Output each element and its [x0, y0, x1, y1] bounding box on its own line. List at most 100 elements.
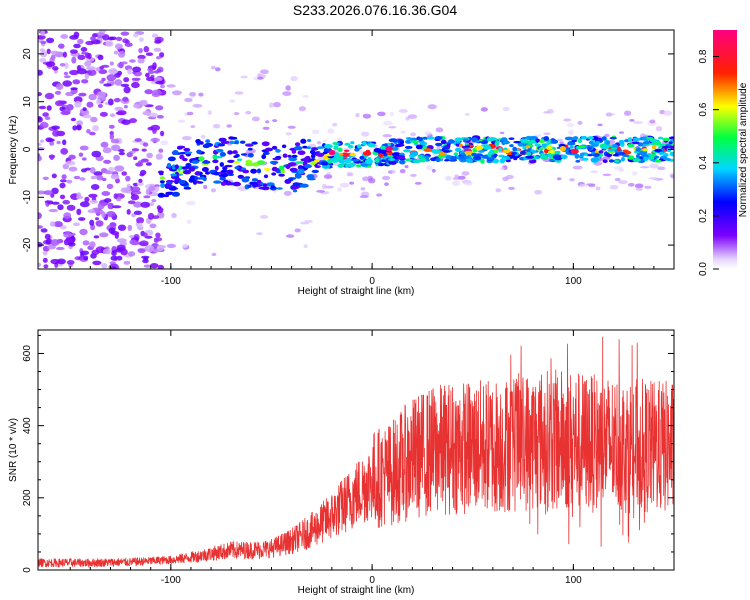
spectrogram-ridge-blob [287, 162, 297, 167]
spectrogram-noise-blob [48, 208, 58, 213]
spectrogram-ridge-blob [355, 164, 362, 168]
spectrogram-noise-blob [384, 182, 389, 187]
spectrogram-ridge-blob [289, 167, 298, 172]
spectrogram-ridge-blob [525, 151, 532, 156]
spectrogram-noise-blob [568, 129, 574, 135]
snr-xtick-label: 100 [565, 575, 582, 586]
spectrogram-noise-blob [398, 109, 408, 113]
spectrogram-noise-blob [44, 200, 54, 204]
spectrogram-noise-blob [62, 80, 72, 87]
spectrogram-noise-blob [323, 174, 333, 180]
spectrogram-noise-blob [77, 38, 84, 45]
spectrogram-noise-blob [115, 111, 124, 116]
spectrogram-noise-blob [117, 148, 125, 153]
spectrogram-noise-blob [51, 125, 60, 130]
spectrogram-noise-blob [54, 90, 62, 95]
snr-xtick-label: -100 [161, 575, 181, 586]
spectrogram-noise-blob [157, 264, 164, 269]
spectrogram-ridge-blob [455, 147, 462, 152]
spectrogram-ridge-blob [622, 149, 629, 152]
spectrogram-noise-blob [464, 112, 470, 116]
spectrogram-noise-blob [229, 99, 236, 103]
spectrogram-ridge-blob [535, 138, 540, 143]
spectrogram-noise-blob [614, 177, 621, 182]
spectrogram-noise-blob [131, 148, 140, 152]
spectrogram-noise-blob [138, 222, 143, 229]
spectrogram-noise-blob [40, 40, 47, 45]
spectrogram-noise-blob [100, 141, 109, 148]
spectrogram-noise-blob [38, 105, 47, 110]
spectrogram-noise-blob [86, 69, 97, 76]
spectrogram-ridge-blob [299, 183, 309, 188]
spectrogram-ridge-blob [241, 177, 250, 183]
spectrogram-ridge-blob [354, 147, 360, 152]
spectrogram-noise-blob [81, 168, 87, 173]
spectrogram-ridge-blob [419, 157, 427, 163]
spectrogram-noise-blob [572, 165, 583, 170]
spectrogram-noise-blob [89, 200, 99, 204]
spectrogram-noise-blob [150, 137, 160, 143]
spectrogram-noise-blob [141, 148, 147, 152]
spectrogram-ridge-blob [397, 139, 404, 142]
spectrogram-noise-blob [155, 80, 165, 85]
spectrogram-noise-blob [368, 178, 376, 184]
spectrogram-ridge-blob [164, 183, 172, 188]
spectrogram-ridge-blob [378, 153, 384, 158]
spectrogram-noise-blob [79, 201, 90, 208]
spectrogram-noise-blob [160, 130, 165, 137]
spectrogram-noise-blob [114, 43, 123, 50]
spectrogram-noise-blob [89, 241, 96, 248]
spectrogram-ytick-label: -10 [22, 190, 33, 205]
spectrogram-noise-blob [42, 257, 48, 263]
spectrogram-ridge-blob [500, 137, 508, 142]
spectrogram-ridge-blob [538, 147, 543, 151]
spectrogram-ridge-blob [228, 136, 238, 140]
spectrogram-ridge-blob [494, 141, 500, 146]
spectrogram-noise-blob [103, 159, 112, 164]
spectrogram-ridge-blob [179, 151, 186, 155]
spectrogram-noise-blob [407, 114, 418, 119]
spectrogram-ridge-blob [215, 156, 223, 159]
spectrogram-ridge-blob [328, 150, 336, 156]
spectrogram-noise-blob [81, 79, 89, 84]
spectrogram-noise-blob [76, 192, 82, 198]
spectrogram-ridge-blob [315, 152, 325, 157]
spectrogram-noise-blob [120, 83, 130, 87]
snr-axes: -100 0 100 0 200 400 600 [22, 330, 675, 586]
spectrogram-ridge-blob [643, 156, 649, 162]
spectrogram-noise-blob [66, 260, 75, 265]
spectrogram-noise-blob [99, 200, 106, 204]
spectrogram-ridge-blob [348, 144, 354, 149]
spectrogram-ridge-blob [201, 167, 209, 172]
spectrogram-noise-blob [69, 49, 78, 54]
spectrogram-ridge-blob [435, 142, 443, 147]
spectrogram-noise-blob [76, 120, 83, 126]
spectrogram-noise-blob [414, 182, 422, 185]
spectrogram-noise-blob [604, 133, 610, 138]
spectrogram-noise-blob [346, 172, 354, 177]
spectrogram-ridge-blob [332, 142, 338, 145]
spectrogram-noise-blob [113, 193, 119, 200]
spectrogram-noise-blob [597, 123, 603, 127]
spectrogram-noise-blob [40, 139, 44, 143]
spectrogram-ridge-blob [314, 159, 320, 163]
spectrogram-ridge-blob [215, 148, 224, 153]
spectrogram-ridge-blob [226, 169, 234, 175]
spectrogram-ridge-blob [220, 169, 229, 173]
spectrogram-ridge-blob [205, 139, 211, 144]
spectrogram-ridge-blob [183, 170, 191, 175]
spectrogram-ridge-blob [213, 180, 222, 184]
spectrogram-ridge-blob [218, 174, 227, 177]
spectrogram-noise-blob [39, 58, 47, 63]
spectrogram-ridge-blob [471, 152, 477, 157]
spectrogram-ridge-blob [632, 158, 641, 163]
spectrogram-ridge-blob [281, 144, 287, 149]
spectrogram-ridge-blob [659, 143, 666, 147]
spectrogram-ridge-blob [200, 176, 206, 180]
spectrogram-noise-blob [588, 184, 596, 188]
spectrogram-noise-blob [57, 204, 64, 211]
spectrogram-ridge-blob [527, 140, 533, 145]
spectrogram-ridge-blob [278, 165, 285, 171]
spectrogram-noise-blob [49, 154, 54, 161]
spectrogram-noise-blob [410, 132, 417, 137]
